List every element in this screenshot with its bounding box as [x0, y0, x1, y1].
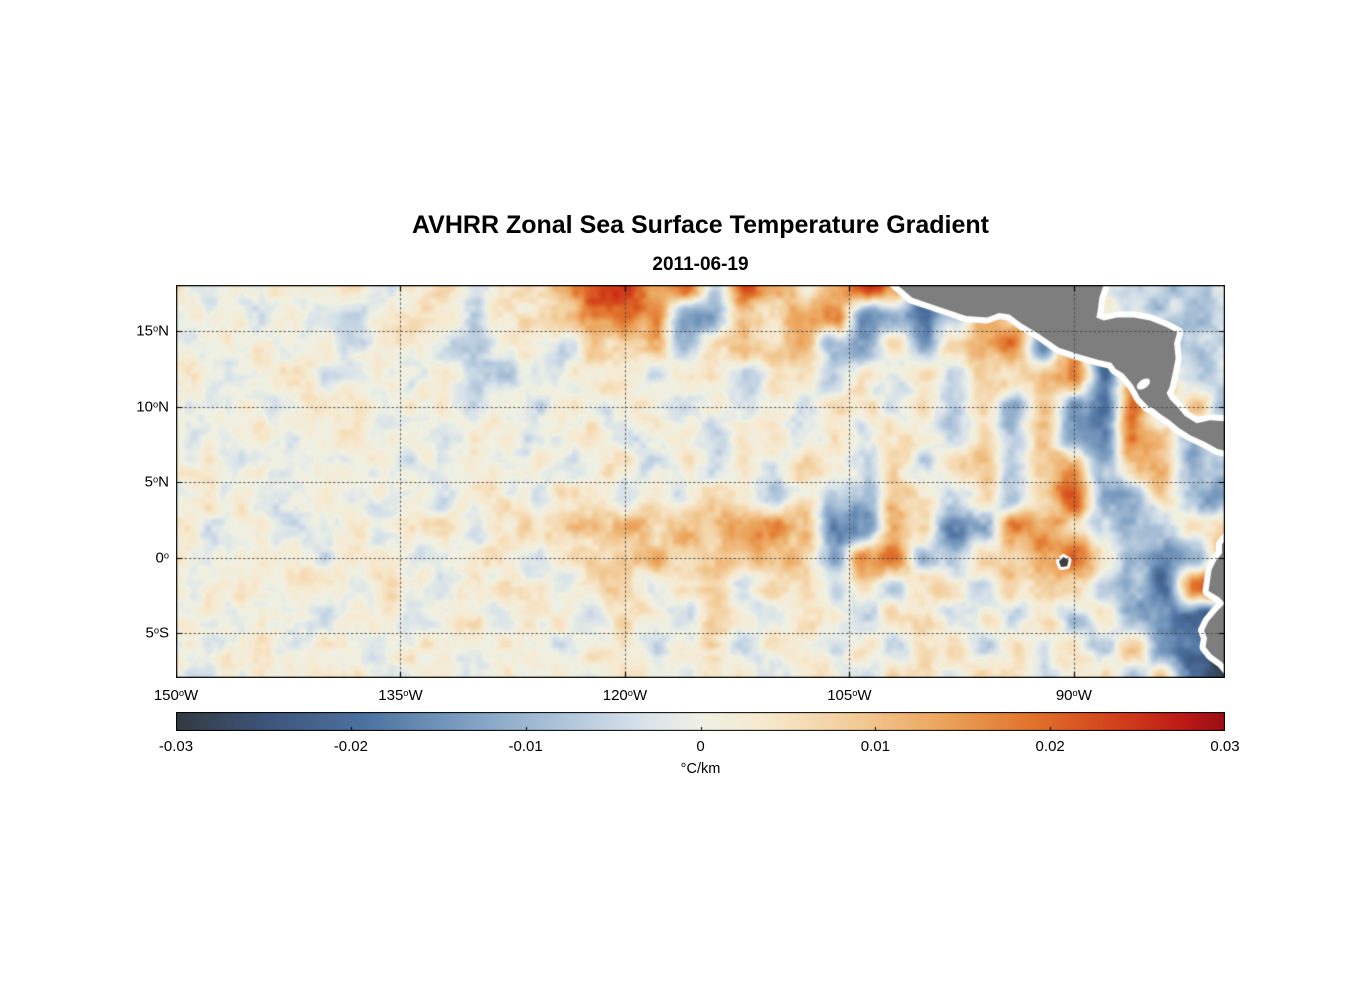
- y-tick-label: 5oN: [144, 473, 169, 491]
- chart-date-subtitle: 2011-06-19: [652, 254, 749, 275]
- y-tick-label: 15oN: [136, 322, 169, 340]
- x-tick-label: 150oW: [153, 687, 199, 704]
- x-tick-label: 135oW: [378, 687, 423, 704]
- x-tick-label: 105oW: [827, 687, 872, 704]
- colorbar-tick-label: 0.01: [860, 738, 890, 755]
- x-tick-label: 90oW: [1055, 687, 1092, 704]
- colorbar-tick-label: 0.03: [1210, 738, 1240, 755]
- chart-title: AVHRR Zonal Sea Surface Temperature Grad…: [411, 211, 989, 239]
- colorbar-tick-label: -0.02: [333, 738, 368, 755]
- y-tick-label: 5oS: [145, 624, 169, 642]
- x-tick-label: 120oW: [602, 687, 648, 704]
- colorbar-tick-label: 0.02: [1035, 738, 1065, 755]
- colorbar-tick-label: 0: [696, 738, 705, 755]
- y-tick-label: 0o: [155, 549, 169, 567]
- colorbar-tick-label: -0.03: [158, 738, 194, 755]
- y-tick-label: 10oN: [136, 398, 169, 416]
- colorbar-unit-label: °C/km: [680, 761, 721, 777]
- colorbar: [176, 712, 1225, 731]
- colorbar-tick-label: -0.01: [508, 738, 543, 755]
- sst-gradient-map: [176, 285, 1225, 678]
